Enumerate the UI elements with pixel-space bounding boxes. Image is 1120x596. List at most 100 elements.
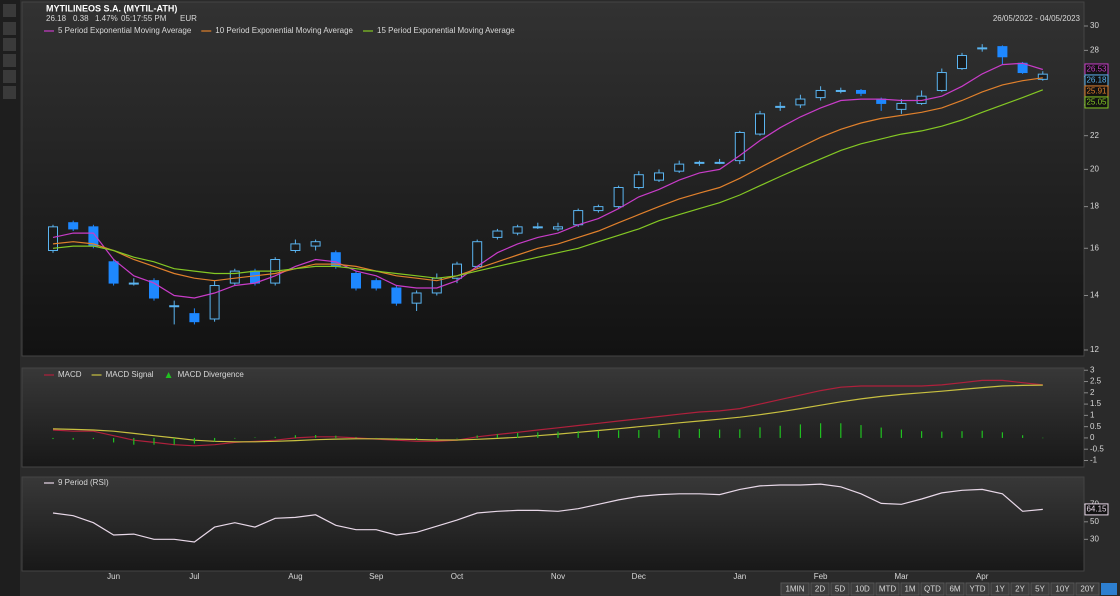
toolbar-button[interactable] — [990, 582, 1010, 596]
toolbar-button[interactable] — [1050, 582, 1075, 596]
divergence-bar — [880, 427, 882, 438]
toolbar-button-label[interactable]: 1Y — [995, 585, 1005, 594]
divergence-bar — [739, 429, 741, 438]
divergence-bar — [375, 437, 377, 439]
toolbar-button-label[interactable]: 1M — [904, 585, 915, 594]
candle-body — [189, 313, 200, 323]
tool-icon[interactable] — [3, 70, 16, 83]
tool-icon[interactable] — [3, 86, 16, 99]
toolbar-button-label[interactable]: YTD — [970, 585, 986, 594]
toolbar-button-label[interactable]: 20Y — [1080, 585, 1095, 594]
y-tick-label: 1.5 — [1090, 399, 1102, 408]
candle-body — [512, 226, 523, 234]
series-line — [52, 62, 1043, 299]
toolbar-button-label[interactable]: 1MIN — [785, 585, 804, 594]
macd-panel — [21, 367, 1085, 468]
toolbar-button[interactable] — [900, 582, 920, 596]
toolbar-button-label[interactable]: 5Y — [1035, 585, 1045, 594]
last-value-box — [1084, 96, 1109, 109]
quote-time: 05:17:55 PM — [121, 14, 167, 23]
tool-icon[interactable] — [3, 22, 16, 35]
divergence-bar — [981, 430, 983, 438]
toolbar-button[interactable] — [1010, 582, 1030, 596]
divergence-bar — [254, 437, 256, 438]
candle-body — [250, 270, 260, 284]
y-tick-label: 50 — [1090, 517, 1099, 526]
candle-body — [613, 187, 624, 208]
last-value-label: 25.05 — [1086, 98, 1107, 107]
toolbar-button-label[interactable]: 10D — [855, 585, 870, 594]
divergence-bar — [820, 423, 822, 438]
toolbar-button-label[interactable]: QTD — [924, 585, 941, 594]
toolbar-button[interactable] — [1101, 583, 1117, 595]
toolbar-button-label[interactable]: 6M — [949, 585, 960, 594]
toolbar-button-label[interactable]: 5D — [835, 585, 845, 594]
tool-icon[interactable] — [3, 38, 16, 51]
candle-body — [835, 89, 846, 92]
divergence-bar — [456, 437, 458, 439]
divergence-bar — [941, 431, 943, 438]
series-line — [52, 379, 1043, 447]
candle-body — [997, 46, 1008, 58]
divergence-bar — [900, 429, 902, 438]
toolbar-button[interactable] — [920, 582, 945, 596]
candle-body — [492, 230, 503, 238]
toolbar-button[interactable] — [810, 582, 830, 596]
x-tick-label: Apr — [976, 572, 989, 581]
toolbar-button[interactable] — [1030, 582, 1050, 596]
y-tick-label: 30 — [1090, 21, 1099, 30]
candle-body — [290, 243, 301, 251]
divergence-bar — [355, 437, 357, 438]
toolbar-button[interactable] — [830, 582, 850, 596]
candle-body — [411, 292, 422, 304]
toolbar-button-label[interactable]: 2Y — [1015, 585, 1025, 594]
candle-body — [734, 131, 745, 162]
divergence-bar — [294, 435, 296, 438]
divergence-bar — [234, 437, 236, 439]
x-tick-label: Jul — [189, 572, 199, 581]
candle-body — [936, 72, 947, 91]
x-tick-label: Aug — [288, 572, 302, 581]
candle-body — [694, 161, 705, 164]
candle-body — [1037, 73, 1048, 80]
x-tick-label: Feb — [814, 572, 828, 581]
candle-body — [351, 272, 361, 289]
y-tick-label: 2.5 — [1090, 377, 1102, 386]
tool-icon[interactable] — [3, 4, 16, 17]
toolbar-button[interactable] — [945, 582, 965, 596]
candle-body — [654, 172, 664, 181]
divergence-bar — [517, 432, 519, 438]
toolbar-button[interactable] — [780, 582, 810, 596]
toolbar-button-label[interactable]: 2D — [815, 585, 825, 594]
toolbar-button-label[interactable]: MTD — [879, 585, 897, 594]
toolbar-button[interactable] — [850, 582, 875, 596]
y-tick-label: 12 — [1090, 345, 1099, 354]
divergence-bar — [395, 437, 397, 440]
legend-label: 5 Period Exponential Moving Average — [58, 26, 192, 35]
divergence-bar — [678, 429, 680, 438]
candle-body — [856, 89, 866, 94]
last-value-label: 26.18 — [1086, 76, 1107, 85]
series-line — [52, 89, 1044, 279]
toolbar-button[interactable] — [875, 582, 900, 596]
quote-last: 26.18 — [46, 14, 67, 23]
divergence-bar — [719, 429, 721, 438]
toolbar-button[interactable] — [1075, 582, 1100, 596]
y-tick-label: 0.5 — [1090, 422, 1102, 431]
candle-body — [633, 174, 644, 189]
divergence-bar — [133, 437, 135, 445]
divergence-bar — [557, 431, 559, 438]
toolbar-button-label[interactable]: 10Y — [1055, 585, 1070, 594]
toolbar-button[interactable] — [965, 582, 990, 596]
y-tick-label: 22 — [1090, 131, 1099, 140]
legend-label: MACD Divergence — [178, 370, 245, 379]
price-panel — [21, 1, 1085, 357]
tool-icon[interactable] — [3, 54, 16, 67]
divergence-bar — [638, 430, 640, 438]
y-tick-label: -1 — [1090, 456, 1098, 465]
candle-body — [815, 89, 826, 99]
y-tick-label: 16 — [1090, 243, 1099, 252]
candle-body — [128, 282, 139, 285]
y-tick-label: 1 — [1090, 410, 1095, 419]
candle-body — [532, 226, 543, 229]
